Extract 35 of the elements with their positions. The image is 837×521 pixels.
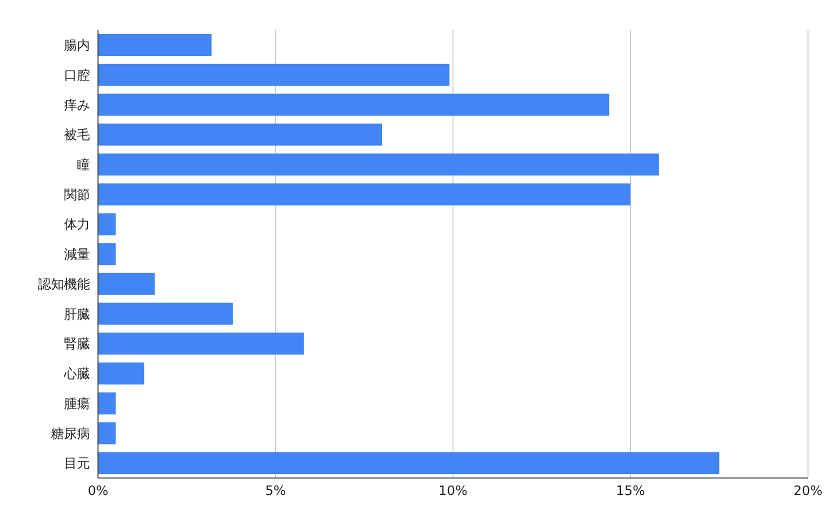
- x-tick-label: 10%: [438, 484, 468, 500]
- bar: [98, 64, 450, 86]
- bar: [98, 243, 116, 266]
- y-tick-label: 糖尿病: [51, 426, 90, 442]
- y-tick-label: 痒み: [64, 98, 90, 114]
- bar: [98, 422, 116, 444]
- bar: [98, 392, 116, 414]
- bar: [98, 153, 659, 176]
- y-tick-label: 体力: [64, 218, 90, 233]
- y-tick-label: 認知機能: [38, 277, 90, 292]
- bar: [98, 183, 630, 206]
- y-tick-label: 口腔: [64, 68, 90, 84]
- y-tick-label: 肝臓: [64, 307, 90, 322]
- y-tick-label: 目元: [64, 456, 90, 472]
- bar: [98, 213, 116, 236]
- bar: [98, 452, 720, 474]
- y-tick-label: 関節: [64, 188, 90, 203]
- bar: [98, 34, 212, 56]
- bar: [98, 362, 144, 385]
- bar: [98, 272, 155, 295]
- x-tick-label: 15%: [616, 484, 645, 500]
- x-tick-label: 0%: [88, 484, 108, 500]
- y-tick-label: 被毛: [64, 128, 90, 144]
- y-tick-label: 瞳: [77, 158, 90, 174]
- bar: [98, 332, 304, 355]
- x-tick-label: 20%: [794, 484, 822, 500]
- y-tick-label: 腎臓: [64, 337, 90, 352]
- y-tick-label: 腸内: [64, 38, 90, 54]
- y-tick-label: 心臓: [63, 366, 90, 382]
- bar: [98, 124, 382, 146]
- bar: [98, 94, 610, 116]
- y-tick-label: 腫瘍: [64, 396, 90, 412]
- y-tick-label: 減量: [64, 248, 90, 263]
- x-tick-label: 5%: [265, 484, 286, 500]
- bar: [98, 302, 233, 325]
